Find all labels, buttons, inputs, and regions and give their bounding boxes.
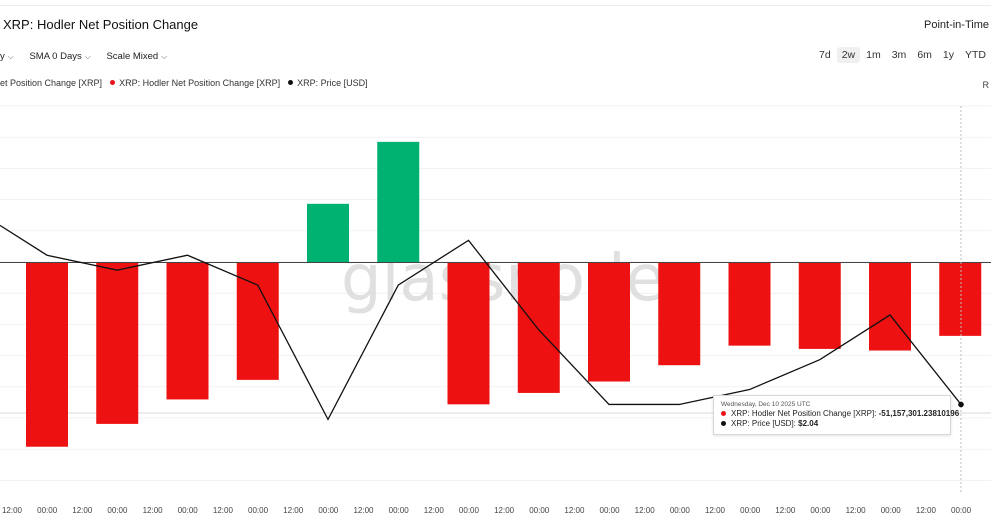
bar-net-position-change — [517, 262, 560, 393]
x-tick-label: 00:00 — [529, 506, 550, 515]
bar-net-position-change — [166, 262, 209, 400]
x-tick-label: 12:00 — [635, 506, 656, 515]
legend-item[interactable]: XRP: Price [USD] — [288, 78, 368, 88]
resolution-dropdown[interactable]: y ⌵ — [0, 51, 14, 62]
tooltip-row-price: XRP: Price [USD]: $2.04 — [721, 419, 818, 428]
range-button-6m[interactable]: 6m — [917, 49, 932, 61]
x-tick-label: 12:00 — [564, 506, 585, 515]
chart-controls: y ⌵ SMA 0 Days ⌵ Scale Mixed ⌵ — [0, 51, 180, 62]
legend-dot-icon — [288, 80, 294, 86]
tooltip-row-net-position: XRP: Hodler Net Position Change [XRP]: -… — [721, 409, 959, 418]
bar-net-position-change — [377, 141, 420, 263]
bar-net-position-change — [96, 262, 139, 424]
chevron-down-icon: ⌵ — [161, 52, 168, 61]
x-tick-label: 12:00 — [2, 506, 23, 515]
range-button-1m[interactable]: 1m — [866, 49, 881, 61]
reset-button[interactable]: R — [982, 80, 990, 90]
x-tick-label: 12:00 — [353, 506, 374, 515]
x-tick-label: 00:00 — [951, 506, 972, 515]
x-tick-label: 00:00 — [459, 506, 480, 515]
scale-dropdown[interactable]: Scale Mixed ⌵ — [106, 51, 167, 62]
x-tick-label: 12:00 — [705, 506, 726, 515]
point-in-time-toggle[interactable]: Point-in-Time — [924, 19, 989, 31]
range-button-ytd[interactable]: YTD — [965, 49, 986, 61]
x-tick-label: 12:00 — [213, 506, 234, 515]
legend-item[interactable]: XRP: Hodler Net Position Change [XRP] — [110, 78, 280, 88]
x-tick-label: 12:00 — [72, 506, 93, 515]
x-tick-label: 00:00 — [107, 506, 128, 515]
x-tick-label: 00:00 — [178, 506, 199, 515]
chart-tooltip: Wednesday, Dec 10 2025 UTC XRP: Hodler N… — [713, 395, 959, 435]
price-line — [0, 224, 962, 421]
x-tick-label: 00:00 — [600, 506, 621, 515]
tooltip-label: XRP: Hodler Net Position Change [XRP]: — [731, 409, 879, 418]
resolution-label: y — [0, 51, 5, 62]
range-button-7d[interactable]: 7d — [819, 49, 831, 61]
range-button-1y[interactable]: 1y — [942, 49, 954, 61]
x-tick-label: 12:00 — [283, 506, 304, 515]
chevron-down-icon: ⌵ — [7, 52, 14, 61]
legend-label: XRP: Hodler Net Position Change [XRP] — [119, 78, 281, 88]
legend-dot-icon — [110, 80, 116, 86]
bar-net-position-change — [26, 262, 68, 447]
top-divider — [0, 5, 991, 6]
x-tick-label: 12:00 — [846, 506, 867, 515]
tooltip-value: -51,157,301.23810196 — [878, 409, 960, 418]
legend-item[interactable]: et Position Change [XRP] — [0, 78, 102, 88]
bar-net-position-change — [658, 262, 701, 366]
chart-title: XRP: Hodler Net Position Change — [3, 17, 199, 32]
range-selector: 7d 2w 1m 3m 6m 1y YTD — [813, 47, 991, 63]
x-tick-label: 12:00 — [143, 506, 164, 515]
x-tick-label: 00:00 — [740, 506, 761, 515]
sma-label: SMA 0 Days — [29, 51, 82, 62]
tooltip-label: XRP: Price [USD]: — [731, 419, 799, 428]
scale-label: Scale Mixed — [106, 51, 159, 62]
x-tick-label: 12:00 — [916, 506, 937, 515]
x-tick-label: 00:00 — [670, 506, 691, 515]
sma-dropdown[interactable]: SMA 0 Days ⌵ — [29, 51, 90, 62]
legend-label: et Position Change [XRP] — [0, 78, 103, 88]
bar-net-position-change — [869, 262, 911, 351]
bar-net-position-change — [307, 203, 349, 263]
x-tick-label: 00:00 — [37, 506, 58, 515]
tooltip-red-dot — [721, 411, 726, 416]
chevron-down-icon: ⌵ — [84, 52, 91, 61]
range-button-3m[interactable]: 3m — [891, 49, 907, 61]
x-tick-label: 00:00 — [810, 506, 831, 515]
price-hover-marker — [958, 401, 964, 408]
x-tick-label: 00:00 — [881, 506, 902, 515]
x-tick-label: 12:00 — [775, 506, 796, 515]
x-tick-label: 00:00 — [248, 506, 269, 515]
tooltip-date: Wednesday, Dec 10 2025 UTC — [721, 401, 811, 408]
range-button-2w[interactable]: 2w — [836, 47, 861, 63]
legend-label: XRP: Price [USD] — [297, 78, 368, 88]
x-tick-label: 12:00 — [424, 506, 445, 515]
bar-net-position-change — [798, 262, 841, 349]
bar-net-position-change — [588, 262, 630, 382]
x-tick-label: 12:00 — [494, 506, 515, 515]
bar-net-position-change — [236, 262, 279, 380]
bar-net-position-change — [728, 262, 771, 346]
tooltip-value: $2.04 — [798, 419, 819, 428]
chart-legend: et Position Change [XRP] XRP: Hodler Net … — [0, 78, 376, 88]
x-tick-label: 00:00 — [389, 506, 410, 515]
x-tick-label: 00:00 — [318, 506, 339, 515]
tooltip-black-dot — [721, 421, 726, 426]
bar-net-position-change — [939, 262, 982, 336]
bar-net-position-change — [447, 262, 490, 405]
